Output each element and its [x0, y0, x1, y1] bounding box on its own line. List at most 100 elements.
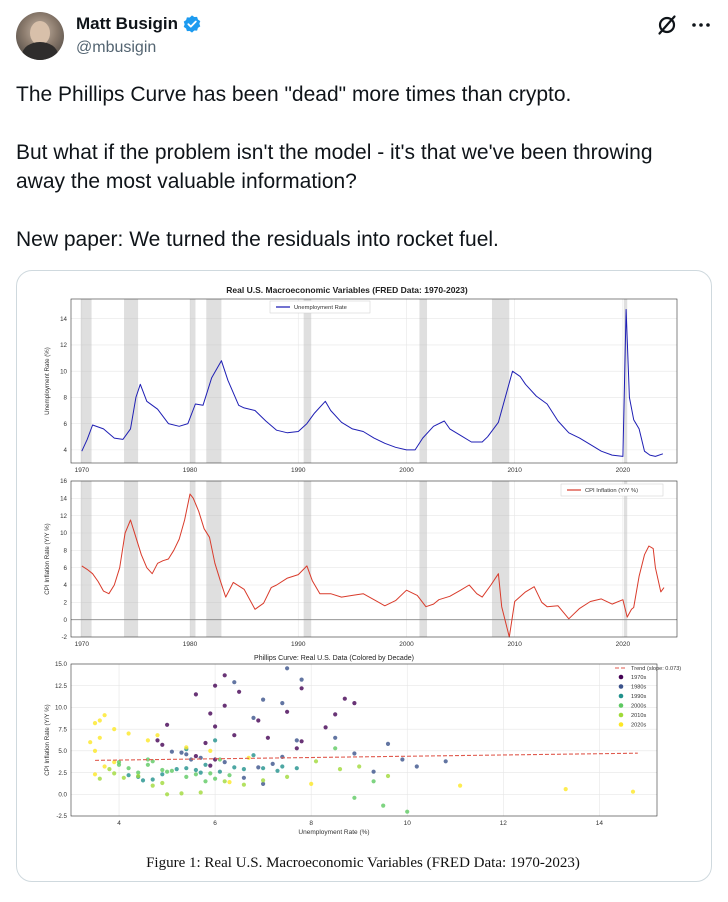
scatter-point — [165, 769, 170, 774]
scatter-point — [270, 761, 275, 766]
y-tick-label: 10 — [60, 530, 67, 537]
scatter-point — [112, 760, 117, 765]
scatter-point — [193, 767, 198, 773]
scatter-point — [352, 751, 357, 756]
author-handle[interactable]: @mbusigin — [76, 39, 157, 56]
legend-marker — [618, 722, 624, 727]
scatter-point — [145, 738, 150, 743]
scatter-point — [241, 767, 246, 772]
legend-marker — [618, 712, 624, 718]
scatter-point — [217, 757, 222, 762]
series-line — [81, 493, 665, 638]
grok-icon[interactable] — [656, 14, 678, 36]
scatter-point — [203, 762, 208, 767]
scatter-point — [179, 750, 184, 755]
scatter-point — [155, 733, 160, 738]
legend-box — [269, 300, 371, 314]
legend-marker — [618, 684, 624, 689]
y-tick-label: 15.0 — [55, 661, 68, 668]
scatter-point — [208, 771, 213, 776]
scatter-point — [371, 769, 376, 774]
more-options-icon[interactable] — [690, 14, 712, 36]
scatter-point — [227, 780, 232, 785]
scatter-point — [136, 770, 141, 775]
verified-badge-icon — [183, 15, 201, 33]
scatter-point — [227, 773, 232, 778]
scatter-point — [222, 760, 227, 765]
legend-label: 1980s — [631, 685, 646, 691]
x-tick-label: 4 — [117, 820, 121, 827]
scatter-point — [299, 739, 304, 744]
y-tick-label: 6 — [64, 421, 68, 428]
scatter-point — [165, 792, 170, 797]
scatter-point — [208, 711, 213, 716]
scatter-point — [92, 721, 98, 726]
inflation-chart: 1970 1980 1990 2000 2010 2020 -2 0 2 4 6 8 10 12 14 16 C… — [44, 478, 678, 648]
recession-band — [190, 481, 196, 637]
x-tick-label: 8 — [309, 820, 313, 827]
scatter-point — [203, 779, 208, 784]
plot-border — [70, 480, 678, 638]
scatter-point — [285, 666, 290, 671]
recession-band — [303, 481, 312, 637]
scatter-point — [198, 770, 203, 775]
scatter-point — [92, 772, 98, 777]
scatter-point — [136, 773, 141, 779]
scatter-point — [294, 766, 299, 771]
x-tick-label: 2020 — [616, 641, 631, 648]
scatter-point — [102, 713, 107, 718]
scatter-point — [179, 791, 184, 796]
figure-svg: Real U.S. Macroeconomic Variables (FRED … — [44, 285, 681, 871]
scatter-point — [213, 683, 218, 688]
scatter-point — [280, 701, 285, 706]
scatter-point — [126, 766, 131, 771]
x-tick-label: 1990 — [291, 641, 306, 648]
scatter-point — [414, 764, 419, 769]
tweet-paragraph: New paper: We turned the residuals into … — [16, 228, 499, 251]
scatter-point — [126, 773, 131, 778]
recession-band — [419, 481, 428, 637]
scatter-point — [241, 782, 246, 787]
scatter-point — [385, 741, 391, 746]
plot-border — [70, 298, 678, 464]
legend-marker — [618, 693, 624, 699]
y-tick-label: 14 — [60, 316, 67, 323]
legend-label: 2010s — [631, 713, 646, 719]
scatter-point — [213, 776, 218, 781]
y-tick-label: 4 — [64, 447, 68, 454]
scatter-point — [121, 775, 126, 780]
scatter-point — [208, 763, 213, 768]
scatter-point — [405, 809, 410, 814]
x-tick-label: 1970 — [75, 467, 90, 474]
scatter-point — [174, 767, 179, 772]
scatter-point — [251, 753, 256, 758]
scatter-point — [381, 803, 386, 808]
scatter-point — [97, 735, 102, 740]
scatter-point — [400, 757, 405, 762]
x-tick-label: 12 — [500, 820, 508, 827]
y-tick-label: 10.0 — [55, 705, 68, 712]
tweet-header: Matt Busigin @mbusigin — [16, 12, 712, 64]
recession-band — [80, 481, 92, 637]
y-tick-label: -2 — [61, 634, 67, 641]
scatter-point — [333, 712, 338, 717]
recession-band — [206, 299, 222, 463]
scatter-point — [97, 776, 102, 781]
scatter-point — [150, 759, 155, 764]
scatter-point — [222, 673, 227, 678]
scatter-point — [112, 771, 117, 776]
tweet-media-figure[interactable]: Real U.S. Macroeconomic Variables (FRED … — [16, 270, 712, 882]
author-name[interactable]: Matt Busigin — [76, 14, 178, 33]
scatter-point — [88, 740, 93, 745]
scatter-point — [150, 777, 155, 782]
scatter-point — [145, 757, 150, 762]
scatter-point — [313, 759, 319, 764]
legend-label: CPI Inflation (Y/Y %) — [585, 488, 638, 494]
avatar[interactable] — [16, 12, 64, 60]
plot-area — [71, 481, 677, 637]
phillips-curve-chart: 4 6 8 10 12 14 -2.5 0.0 2.5 5.0 7.5 10.0 12.5 15.0 CPI… — [44, 655, 681, 836]
figure-caption: Figure 1: Real U.S. Macroeconomic Variab… — [146, 855, 580, 871]
scatter-point — [193, 772, 198, 777]
legend-label: 1970s — [631, 675, 646, 681]
scatter-point — [357, 764, 362, 769]
